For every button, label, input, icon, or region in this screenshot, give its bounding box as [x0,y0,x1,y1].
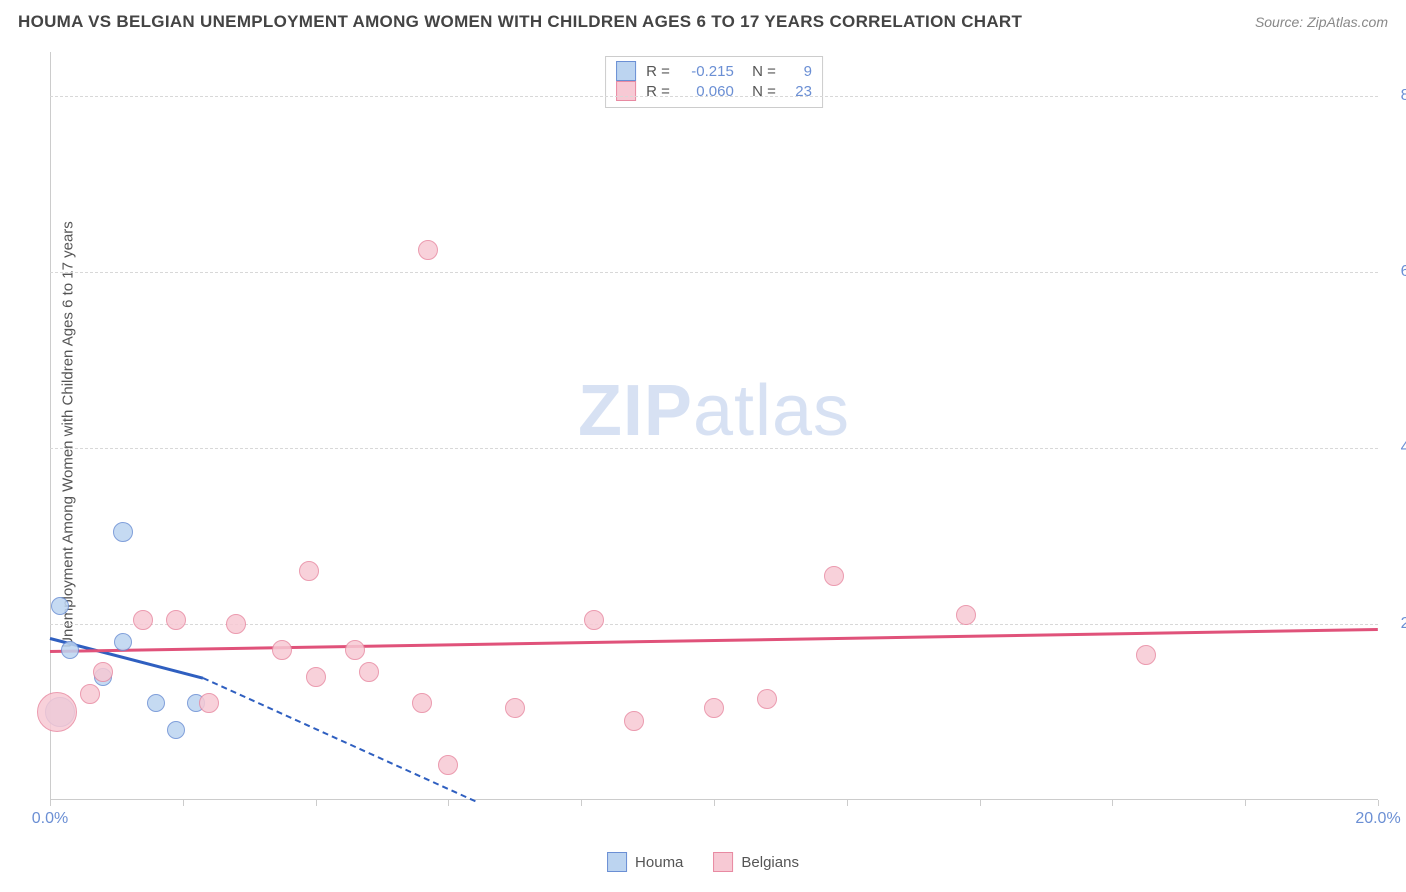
grid-line [50,448,1378,449]
x-tick [50,800,51,806]
data-point [1136,645,1156,665]
data-point [505,698,525,718]
data-point [147,694,165,712]
legend-swatch-houma [607,852,627,872]
data-point [757,689,777,709]
x-tick [448,800,449,806]
data-point [199,693,219,713]
grid-line [50,272,1378,273]
watermark-bold: ZIP [578,371,693,451]
data-point [166,610,186,630]
data-point [306,667,326,687]
x-tick [1245,800,1246,806]
source-attribution: Source: ZipAtlas.com [1255,14,1388,30]
trend-line [50,628,1378,653]
data-point [624,711,644,731]
stats-row-belgians: R = 0.060 N = 23 [616,81,812,101]
r-value-houma: -0.215 [680,63,734,80]
data-point [226,614,246,634]
x-tick [581,800,582,806]
grid-line [50,624,1378,625]
y-axis-line [50,52,51,800]
data-point [61,641,79,659]
data-point [704,698,724,718]
x-tick [1112,800,1113,806]
legend-item-belgians: Belgians [713,852,799,872]
x-tick [183,800,184,806]
grid-line [50,96,1378,97]
trend-line [202,677,475,802]
y-tick-label: 40.0% [1386,439,1406,457]
x-tick [980,800,981,806]
data-point [167,721,185,739]
watermark-light: atlas [693,371,850,451]
data-point [80,684,100,704]
stats-row-houma: R = -0.215 N = 9 [616,61,812,81]
data-point [418,240,438,260]
stats-legend-box: R = -0.215 N = 9 R = 0.060 N = 23 [605,56,823,108]
data-point [359,662,379,682]
data-point [37,692,77,732]
chart-area: Unemployment Among Women with Children A… [50,52,1378,800]
data-point [299,561,319,581]
data-point [438,755,458,775]
x-tick [847,800,848,806]
watermark: ZIPatlas [578,370,850,452]
chart-header: HOUMA VS BELGIAN UNEMPLOYMENT AMONG WOME… [0,0,1406,40]
data-point [584,610,604,630]
x-tick [1378,800,1379,806]
swatch-belgians [616,81,636,101]
x-tick [316,800,317,806]
data-point [345,640,365,660]
data-point [824,566,844,586]
bottom-legend: Houma Belgians [607,852,799,872]
data-point [114,633,132,651]
plot-region: ZIPatlas R = -0.215 N = 9 R = 0.060 N = … [50,52,1378,800]
x-tick-label: 0.0% [32,810,68,828]
x-tick [714,800,715,806]
data-point [956,605,976,625]
data-point [113,522,133,542]
data-point [93,662,113,682]
chart-title: HOUMA VS BELGIAN UNEMPLOYMENT AMONG WOME… [18,12,1022,32]
legend-label-houma: Houma [635,854,683,871]
y-tick-label: 80.0% [1386,87,1406,105]
data-point [272,640,292,660]
data-point [133,610,153,630]
y-tick-label: 20.0% [1386,615,1406,633]
legend-label-belgians: Belgians [741,854,799,871]
data-point [51,597,69,615]
n-label: N = [744,63,776,80]
data-point [412,693,432,713]
legend-swatch-belgians [713,852,733,872]
n-value-houma: 9 [786,63,812,80]
y-tick-label: 60.0% [1386,263,1406,281]
swatch-houma [616,61,636,81]
r-label: R = [646,63,670,80]
x-tick-label: 20.0% [1355,810,1400,828]
legend-item-houma: Houma [607,852,683,872]
